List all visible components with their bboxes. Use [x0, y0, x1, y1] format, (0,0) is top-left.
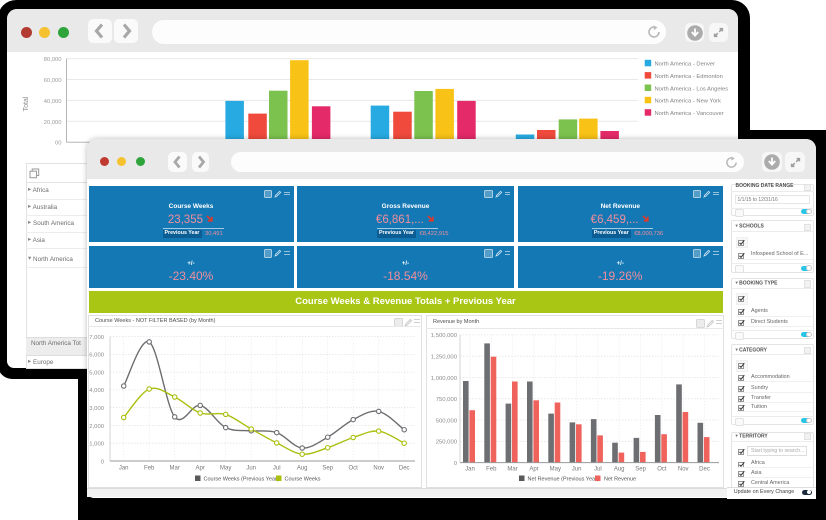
svg-text:Net Revenue (Previous Year): Net Revenue (Previous Year) [528, 477, 599, 483]
svg-text:3,000: 3,000 [89, 406, 104, 412]
svg-text:Oct: Oct [657, 467, 667, 473]
svg-text:North America - Edmonton: North America - Edmonton [655, 74, 723, 80]
svg-text:5,000: 5,000 [89, 370, 104, 376]
svg-text:Feb: Feb [144, 466, 155, 472]
svg-text:20,000: 20,000 [44, 120, 62, 126]
svg-text:1,250,000: 1,250,000 [431, 355, 458, 361]
svg-text:Jun: Jun [246, 466, 256, 472]
svg-text:Dec: Dec [699, 467, 710, 473]
svg-text:2,000: 2,000 [89, 424, 104, 430]
svg-text:Feb: Feb [486, 467, 497, 473]
svg-text:Jul: Jul [273, 466, 281, 472]
svg-text:North America - Los Angeles: North America - Los Angeles [655, 86, 729, 92]
svg-text:00: 00 [55, 141, 61, 147]
svg-text:Mar: Mar [507, 467, 517, 473]
svg-text:6,000: 6,000 [89, 353, 104, 359]
svg-text:Nov: Nov [373, 466, 384, 472]
svg-text:Course Weeks: Course Weeks [285, 477, 321, 483]
svg-text:Nov: Nov [678, 467, 689, 473]
svg-text:North America - Vancouver: North America - Vancouver [655, 111, 724, 117]
svg-text:Jul: Jul [594, 467, 602, 473]
svg-text:May: May [220, 466, 231, 472]
svg-text:Sep: Sep [322, 466, 333, 472]
svg-text:Apr: Apr [196, 466, 205, 472]
svg-text:750,000: 750,000 [436, 397, 458, 403]
svg-text:250,000: 250,000 [436, 440, 458, 446]
svg-text:Oct: Oct [349, 466, 359, 472]
svg-text:Jan: Jan [119, 466, 129, 472]
svg-text:North America - Denver: North America - Denver [655, 62, 716, 68]
svg-text:Dec: Dec [399, 466, 410, 472]
svg-text:May: May [550, 467, 561, 473]
svg-text:4,000: 4,000 [89, 388, 104, 394]
svg-text:7,000: 7,000 [89, 335, 104, 341]
svg-text:Mar: Mar [170, 466, 180, 472]
svg-text:60,000: 60,000 [44, 78, 62, 84]
svg-text:Course Weeks (Previous Year): Course Weeks (Previous Year) [204, 477, 279, 483]
svg-text:Jan: Jan [465, 467, 475, 473]
svg-text:Jun: Jun [572, 467, 582, 473]
svg-text:Apr: Apr [529, 467, 538, 473]
svg-text:0: 0 [101, 459, 105, 465]
svg-text:80,000: 80,000 [44, 57, 62, 63]
svg-text:1,500,000: 1,500,000 [431, 333, 458, 339]
svg-text:1,000: 1,000 [89, 442, 104, 448]
svg-text:500,000: 500,000 [436, 418, 458, 424]
svg-text:Total: Total [23, 96, 30, 111]
svg-text:0: 0 [454, 461, 458, 467]
svg-text:Net Revenue: Net Revenue [604, 477, 636, 483]
svg-text:Aug: Aug [297, 466, 308, 472]
svg-text:Sep: Sep [635, 467, 646, 473]
svg-text:North America - New York: North America - New York [655, 99, 721, 105]
svg-text:Aug: Aug [614, 467, 625, 473]
svg-text:40,000: 40,000 [44, 99, 62, 105]
svg-text:1,000,000: 1,000,000 [431, 376, 458, 382]
